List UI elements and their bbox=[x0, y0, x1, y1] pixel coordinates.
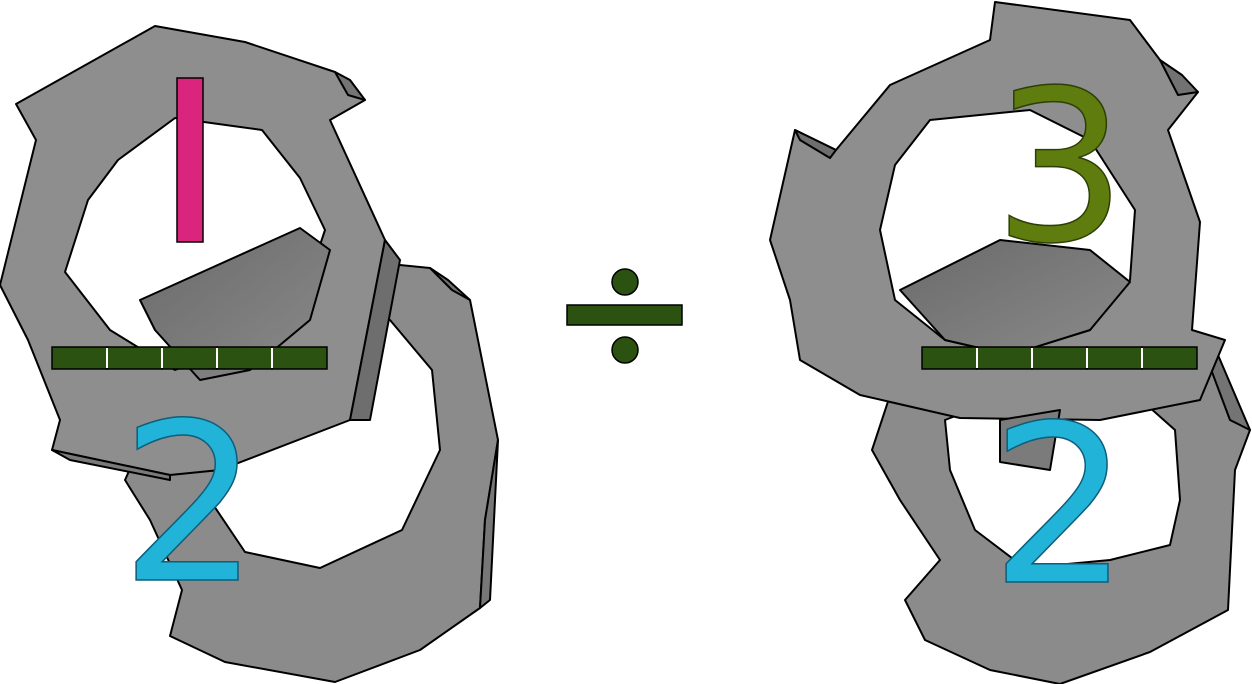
right-bar-segment bbox=[921, 346, 978, 370]
left-bar-segment bbox=[106, 346, 163, 370]
left-numerator-glyph bbox=[176, 77, 204, 243]
right-fraction: 3 2 bbox=[921, 44, 1198, 635]
left-fraction-bar bbox=[51, 346, 328, 370]
left-bar-segment bbox=[51, 346, 108, 370]
left-fraction: 1 2 bbox=[51, 77, 328, 633]
right-denominator: 2 bbox=[990, 378, 1130, 634]
division-dot-top bbox=[611, 268, 639, 296]
right-bridge bbox=[899, 239, 1131, 356]
right-block-shape bbox=[769, 1, 1251, 684]
left-denominator: 2 bbox=[120, 376, 260, 632]
left-bar-segment bbox=[271, 346, 328, 370]
division-dot-bottom bbox=[611, 336, 639, 364]
right-fraction-bar bbox=[921, 346, 1198, 370]
division-operator: ÷ bbox=[566, 268, 683, 364]
right-bar-segment bbox=[1086, 346, 1143, 370]
right-numerator: 3 bbox=[993, 45, 1127, 290]
right-bar-segment bbox=[1141, 346, 1198, 370]
right-bar-segment bbox=[1031, 346, 1088, 370]
left-bar-segment bbox=[161, 346, 218, 370]
right-bar-segment bbox=[976, 346, 1033, 370]
left-bridge bbox=[139, 227, 331, 381]
left-bar-segment bbox=[216, 346, 273, 370]
division-bar bbox=[566, 304, 683, 326]
